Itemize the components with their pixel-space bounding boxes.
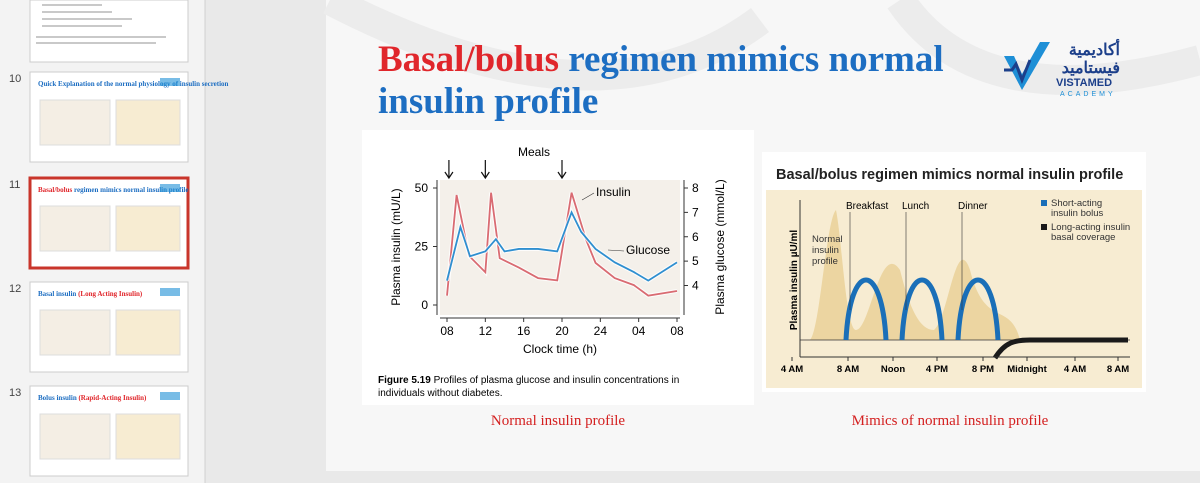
figure-caption: individuals without diabetes. bbox=[378, 388, 503, 399]
thumbnail-title: Basal/bolus regimen mimics normal insuli… bbox=[38, 186, 188, 194]
y-axis-label: Plasma insulin (mU/L) bbox=[389, 188, 403, 305]
meal-label: Breakfast bbox=[846, 201, 888, 212]
thumbnail-content bbox=[39, 309, 111, 356]
y2-tick-label: 5 bbox=[692, 254, 699, 268]
x-tick-label: 8 AM bbox=[1107, 364, 1129, 375]
logo-sub: ACADEMY bbox=[1060, 91, 1116, 98]
slide-title: Basal/bolus regimen mimics normal bbox=[378, 39, 944, 80]
thumbnail-content bbox=[115, 99, 181, 146]
x-tick-label: 24 bbox=[594, 324, 608, 338]
thumbnail-text bbox=[36, 4, 166, 44]
thumbnail-title-part: Bolus insulin bbox=[38, 394, 77, 402]
leader-line bbox=[607, 249, 625, 252]
figure-title: Basal/bolus regimen mimics normal insuli… bbox=[776, 167, 1123, 183]
logo-arabic: أكاديمية bbox=[1069, 38, 1120, 59]
normal-profile bbox=[810, 210, 1020, 340]
legend-entry: insulin bolus bbox=[1051, 208, 1104, 219]
slide-title-line: insulin profile bbox=[378, 81, 598, 122]
thumbnail[interactable] bbox=[29, 0, 189, 63]
thumbnail-title-part: Quick Explanation of the normal physiolo… bbox=[38, 80, 229, 88]
meal-label: Dinner bbox=[958, 201, 988, 212]
meal-arrow bbox=[480, 160, 490, 180]
logo-arabic: فيستاميد bbox=[1062, 60, 1120, 77]
meal-label: Lunch bbox=[902, 201, 929, 212]
figure-caption: Figure 5.19 Profiles of plasma glucose a… bbox=[378, 375, 679, 386]
thumbnail-content bbox=[115, 413, 181, 460]
x-tick-label: Midnight bbox=[1007, 364, 1047, 375]
thumbnail-number: 13 bbox=[9, 387, 21, 399]
series-label: Glucose bbox=[626, 243, 670, 257]
x-tick-label: Noon bbox=[881, 364, 905, 375]
thumbnail-logo bbox=[160, 392, 180, 400]
thumbnail-title-part: (Rapid-Acting Insulin) bbox=[78, 394, 147, 402]
x-tick-label: 12 bbox=[479, 324, 493, 338]
thumbnail-content bbox=[39, 205, 111, 252]
x-tick-label: 4 AM bbox=[781, 364, 803, 375]
y2-axis-label: Plasma glucose (mmol/L) bbox=[713, 179, 727, 314]
annotation: Meals bbox=[518, 145, 550, 159]
thumbnail-title-part: regimen mimics normal insulin profile bbox=[74, 186, 188, 194]
x-tick-label: 08 bbox=[440, 324, 454, 338]
x-tick-label: 16 bbox=[517, 324, 531, 338]
y2-tick-label: 8 bbox=[692, 181, 699, 195]
logo-name: VISTAMED bbox=[1056, 77, 1112, 89]
y-tick-label: 50 bbox=[415, 181, 429, 195]
y-axis-label: Plasma insulin µU/ml bbox=[789, 230, 800, 330]
meal-arrow bbox=[557, 160, 567, 180]
y2-tick-label: 4 bbox=[692, 279, 699, 293]
logo: أكاديمية فيستاميد VISTAMED ACADEMY bbox=[1004, 38, 1120, 98]
y2-tick-label: 6 bbox=[692, 230, 699, 244]
series-line bbox=[446, 210, 678, 282]
y-tick-label: 25 bbox=[415, 240, 429, 254]
curve-label: insulin bbox=[812, 245, 839, 256]
thumbnail-title: Quick Explanation of the normal physiolo… bbox=[38, 80, 229, 88]
x-axis-label: Clock time (h) bbox=[523, 342, 597, 356]
thumbnail-title: Bolus insulin (Rapid-Acting Insulin) bbox=[38, 394, 147, 402]
thumbnail-content bbox=[39, 413, 111, 460]
thumbnail-number: 12 bbox=[9, 283, 21, 295]
thumbnail-logo bbox=[160, 78, 180, 86]
thumbnail-title-part: Basal/bolus bbox=[38, 186, 73, 194]
y-tick-label: 0 bbox=[421, 298, 428, 312]
curve-label: Normal bbox=[812, 234, 843, 245]
legend-entry: basal coverage bbox=[1051, 232, 1115, 243]
thumbnail-title-part: (Long Acting Insulin) bbox=[78, 290, 143, 298]
basal-curve bbox=[992, 337, 1128, 360]
bolus-curve bbox=[843, 277, 1001, 341]
series-line bbox=[446, 192, 678, 297]
thumbnail-content bbox=[39, 99, 111, 146]
thumbnail-content bbox=[115, 309, 181, 356]
y2-tick-label: 7 bbox=[692, 205, 699, 219]
x-tick-label: 04 bbox=[632, 324, 646, 338]
schematic: Plasma insulin µU/ml Breakfast Lunch Dinne… bbox=[781, 198, 1130, 375]
legend-entry: Short-acting bbox=[1051, 198, 1102, 209]
thumbnail-title: Basal insulin (Long Acting Insulin) bbox=[38, 290, 143, 298]
thumbnail-title-part: Basal insulin bbox=[38, 290, 76, 298]
subcaption: Mimics of normal insulin profile bbox=[852, 413, 1049, 429]
legend-entry: Long-acting insulin bbox=[1051, 222, 1130, 233]
legend-swatch bbox=[1041, 200, 1047, 206]
x-tick-label: 4 PM bbox=[926, 364, 948, 375]
thumbnail-logo bbox=[160, 288, 180, 296]
x-tick-label: 08 bbox=[670, 324, 684, 338]
thumbnail-content bbox=[115, 205, 181, 252]
x-tick-label: 8 PM bbox=[972, 364, 994, 375]
x-tick-label: 4 AM bbox=[1064, 364, 1086, 375]
x-tick-label: 8 AM bbox=[837, 364, 859, 375]
thumbnail-number: 11 bbox=[9, 179, 20, 191]
curve-label: profile bbox=[812, 256, 838, 267]
subcaption: Normal insulin profile bbox=[491, 413, 625, 429]
series-label: Insulin bbox=[596, 185, 631, 199]
meal-arrow bbox=[444, 160, 454, 180]
legend-swatch bbox=[1041, 224, 1047, 230]
thumbnail-number: 10 bbox=[9, 73, 21, 85]
thumbnail-logo bbox=[160, 184, 180, 192]
leader-line bbox=[581, 192, 595, 201]
x-tick-label: 20 bbox=[555, 324, 569, 338]
